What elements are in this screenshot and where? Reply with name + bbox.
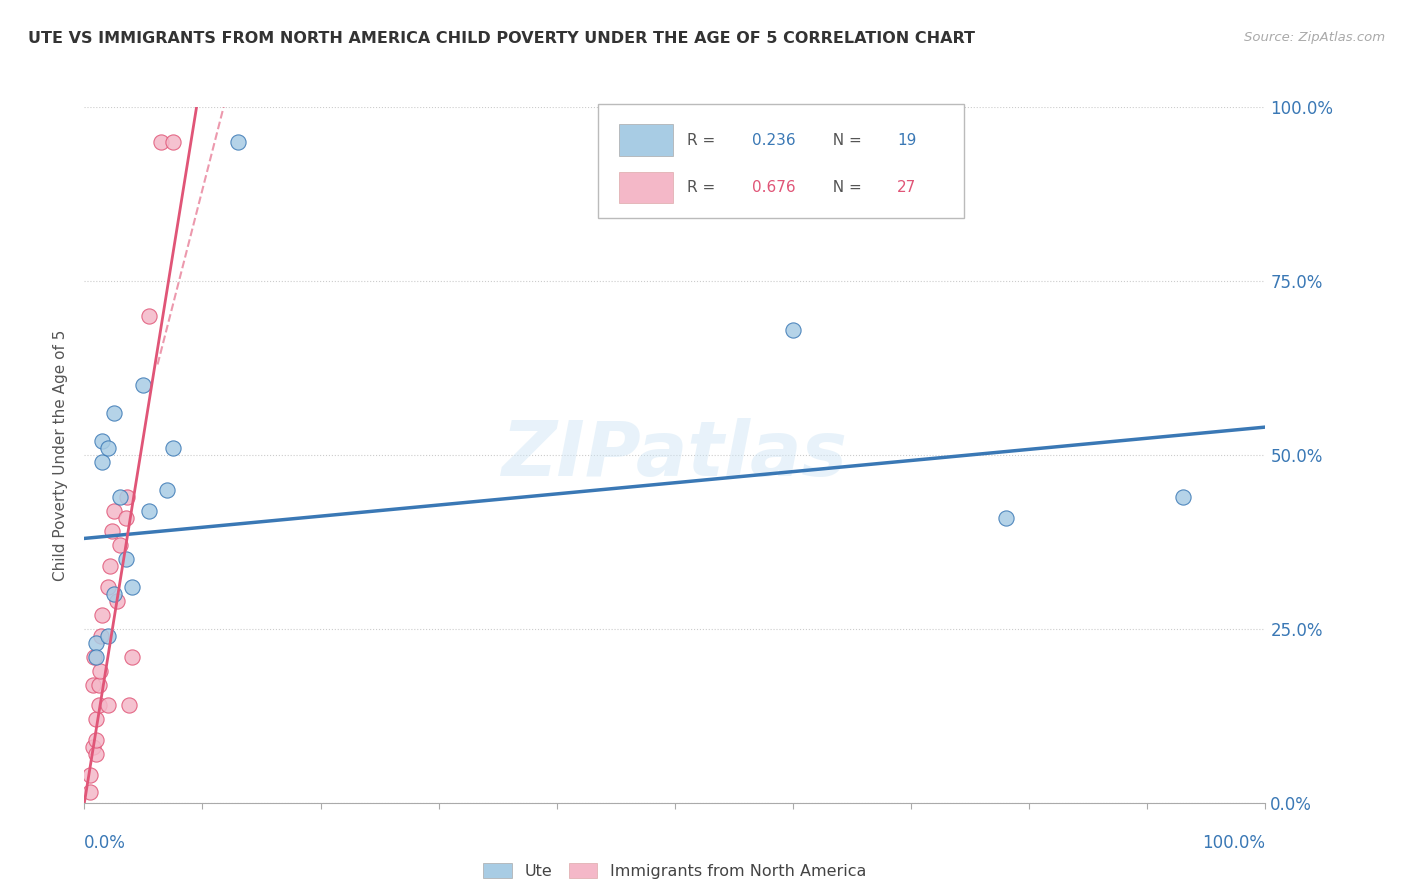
- Point: [121, 649, 143, 664]
- FancyBboxPatch shape: [598, 103, 965, 219]
- Point: [121, 580, 143, 594]
- Text: 0.676: 0.676: [752, 180, 796, 194]
- Text: 100.0%: 100.0%: [1202, 834, 1265, 852]
- Point: [108, 538, 131, 552]
- Point: [114, 510, 136, 524]
- Point: [90, 629, 112, 643]
- Point: [162, 135, 184, 149]
- Point: [84, 636, 107, 650]
- Point: [108, 490, 131, 504]
- Point: [87, 698, 110, 713]
- Point: [156, 483, 179, 497]
- Point: [79, 768, 101, 782]
- Point: [138, 503, 160, 517]
- Legend: Ute, Immigrants from North America: Ute, Immigrants from North America: [477, 857, 873, 885]
- Point: [226, 135, 249, 149]
- Point: [97, 441, 120, 455]
- Point: [83, 649, 105, 664]
- Point: [91, 607, 114, 622]
- Point: [98, 559, 121, 574]
- Text: R =: R =: [686, 133, 720, 147]
- Point: [97, 629, 120, 643]
- Point: [118, 698, 141, 713]
- Point: [115, 490, 138, 504]
- Text: 0.0%: 0.0%: [84, 834, 127, 852]
- Point: [100, 524, 122, 539]
- Point: [82, 740, 104, 755]
- FancyBboxPatch shape: [620, 124, 672, 156]
- Point: [82, 677, 104, 691]
- Point: [994, 510, 1017, 524]
- Text: Source: ZipAtlas.com: Source: ZipAtlas.com: [1244, 31, 1385, 45]
- Point: [87, 677, 110, 691]
- Text: N =: N =: [823, 133, 866, 147]
- Point: [132, 378, 155, 392]
- Text: 0.236: 0.236: [752, 133, 796, 147]
- Point: [91, 455, 114, 469]
- Y-axis label: Child Poverty Under the Age of 5: Child Poverty Under the Age of 5: [53, 329, 69, 581]
- Point: [103, 503, 125, 517]
- Point: [150, 135, 173, 149]
- Point: [107, 594, 129, 608]
- Point: [138, 309, 160, 323]
- Point: [114, 552, 136, 566]
- Text: N =: N =: [823, 180, 866, 194]
- Point: [97, 580, 120, 594]
- FancyBboxPatch shape: [620, 172, 672, 203]
- Point: [103, 406, 125, 420]
- Point: [84, 747, 107, 761]
- Text: UTE VS IMMIGRANTS FROM NORTH AMERICA CHILD POVERTY UNDER THE AGE OF 5 CORRELATIO: UTE VS IMMIGRANTS FROM NORTH AMERICA CHI…: [28, 31, 976, 46]
- Point: [79, 785, 101, 799]
- Point: [91, 434, 114, 448]
- Point: [162, 441, 184, 455]
- Point: [782, 323, 804, 337]
- Point: [1171, 490, 1194, 504]
- Text: ZIPatlas: ZIPatlas: [502, 418, 848, 491]
- Point: [97, 698, 120, 713]
- Point: [84, 733, 107, 747]
- Point: [84, 712, 107, 726]
- Text: R =: R =: [686, 180, 720, 194]
- Point: [89, 664, 111, 678]
- Point: [84, 649, 107, 664]
- Text: 27: 27: [897, 180, 917, 194]
- Text: 19: 19: [897, 133, 917, 147]
- Point: [103, 587, 125, 601]
